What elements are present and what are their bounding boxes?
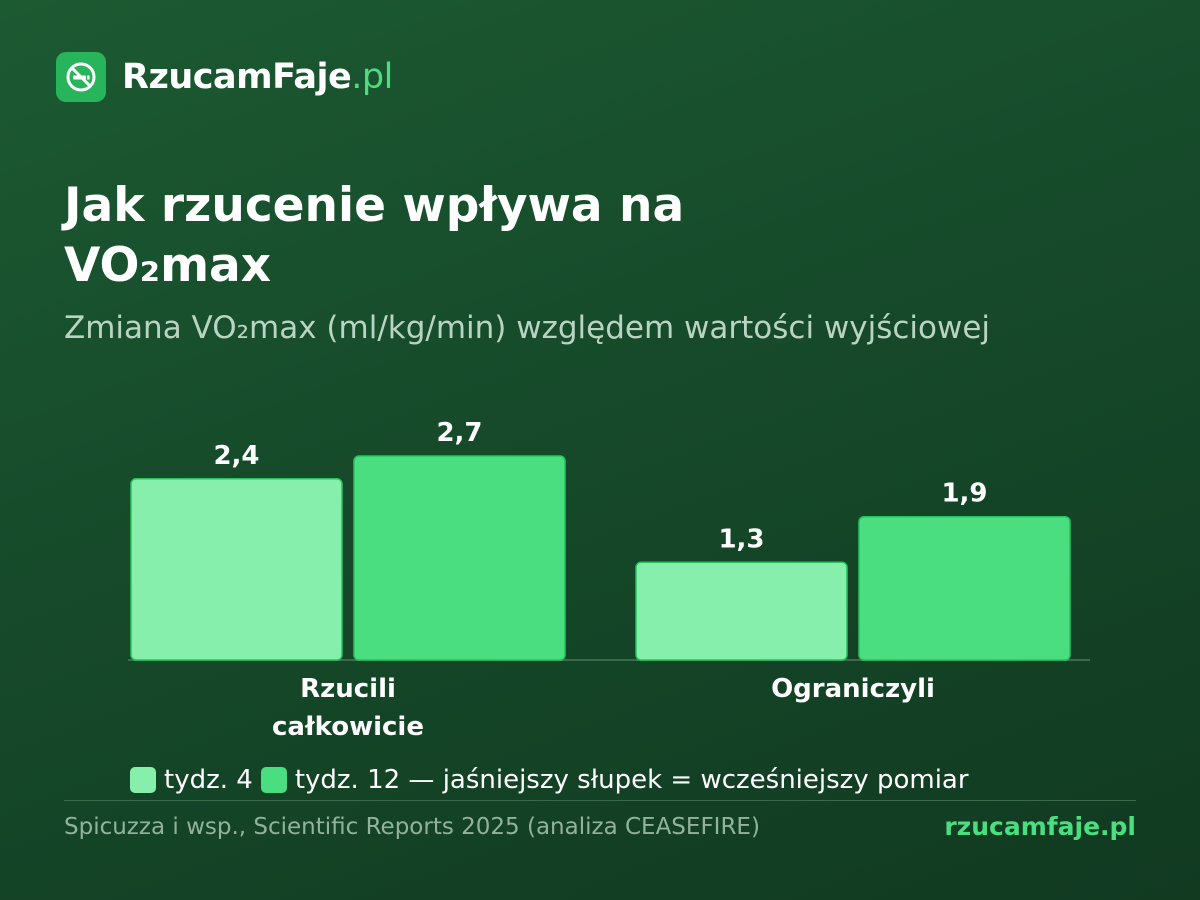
data-label: 1,9: [941, 479, 987, 509]
data-label: 2,4: [213, 441, 259, 471]
data-label: 2,7: [436, 418, 482, 448]
chart-subtitle: Zmiana VO₂max (ml/kg/min) względem warto…: [64, 310, 991, 346]
legend-label-week12: tydz. 12 — jaśniejszy słupek = wcześniej…: [294, 765, 969, 795]
footer-divider: [64, 800, 1136, 801]
bar-2-series-1: [635, 561, 848, 661]
bar-1-series-1: [130, 478, 343, 661]
category-label: Rzucili: [300, 674, 396, 704]
source-citation: Spicuzza i wsp., Scientific Reports 2025…: [64, 814, 760, 840]
data-label: 1,3: [718, 524, 764, 554]
bar-2-series-2: [858, 515, 1071, 661]
legend-item-week12: tydz. 12 — jaśniejszy słupek = wcześniej…: [260, 765, 969, 795]
legend-swatch-week12: [260, 767, 287, 793]
brand-logo: RzucamFaje .pl: [56, 52, 393, 102]
brand-tld: .pl: [351, 57, 393, 97]
legend-label-week4: tydz. 4: [164, 765, 253, 795]
category-label: całkowicie: [272, 712, 424, 742]
legend-item-week4: tydz. 4: [130, 765, 253, 795]
no-smoking-icon: [56, 52, 106, 102]
chart-title: Jak rzucenie wpływa na VO₂max: [64, 178, 685, 293]
category-label: Ograniczyli: [771, 674, 935, 704]
bar-1-series-2: [353, 455, 566, 661]
chart-legend: tydz. 4 tydz. 12 — jaśniejszy słupek = w…: [130, 760, 977, 800]
bar-chart: 2,4 2,7 Rzucili całkowicie 1,3 1,9 Ograniczyli: [128, 418, 1090, 742]
brand-name: RzucamFaje: [122, 57, 352, 97]
legend-swatch-week4: [130, 767, 156, 793]
site-link[interactable]: rzucamfaje.pl: [944, 812, 1136, 841]
